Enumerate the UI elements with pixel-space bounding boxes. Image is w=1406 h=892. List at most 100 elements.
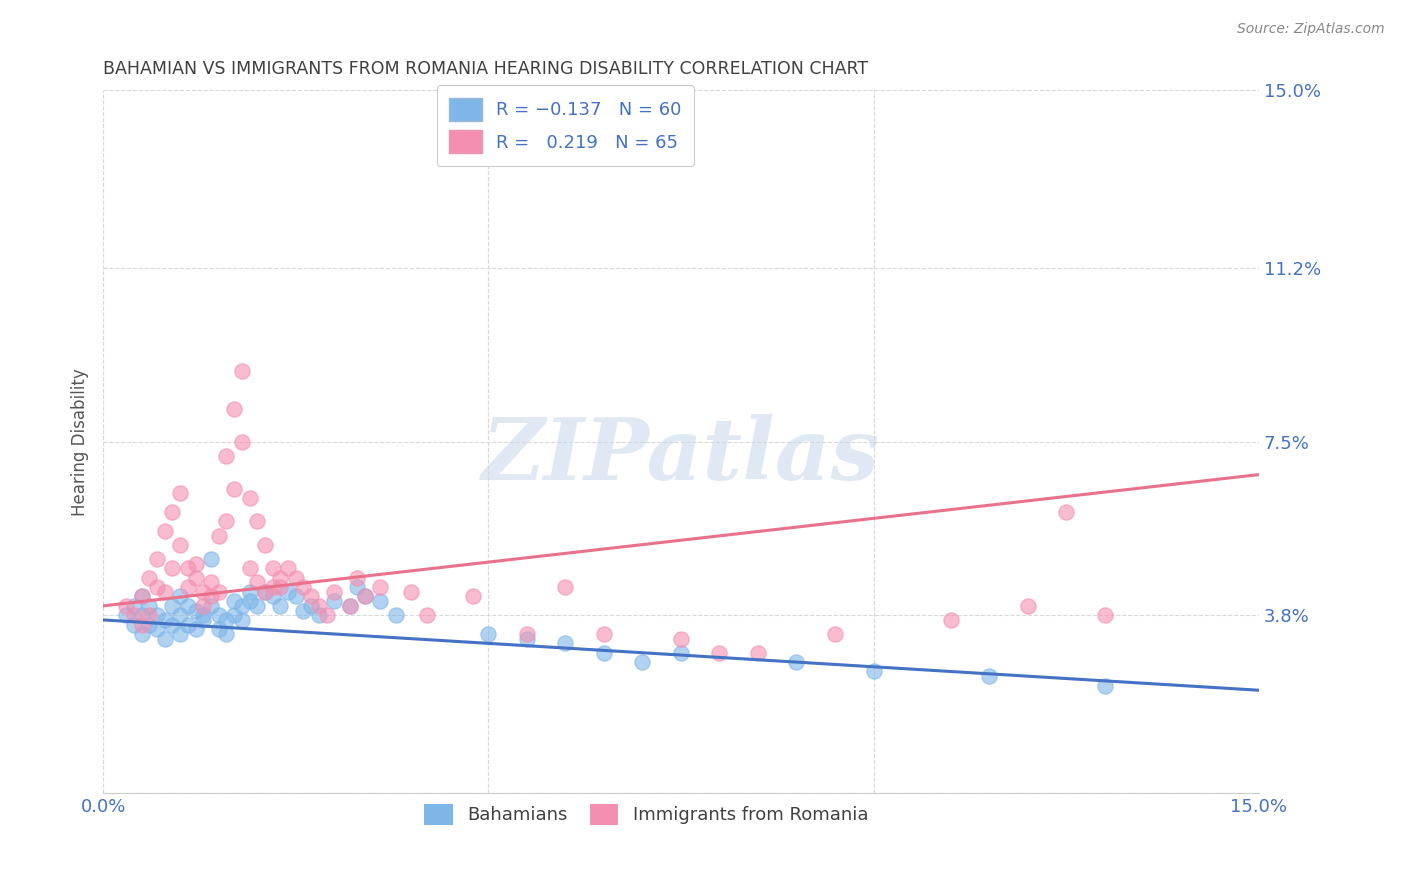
Point	[162, 617, 184, 632]
Point	[200, 590, 222, 604]
Point	[323, 594, 346, 608]
Point	[824, 627, 846, 641]
Point	[215, 515, 238, 529]
Point	[277, 584, 299, 599]
Point	[246, 599, 269, 613]
Point	[292, 603, 315, 617]
Point	[153, 524, 176, 538]
Point	[146, 580, 169, 594]
Point	[262, 590, 284, 604]
Point	[269, 571, 291, 585]
Point	[516, 627, 538, 641]
Point	[253, 584, 276, 599]
Point	[554, 636, 576, 650]
Point	[253, 584, 276, 599]
Point	[299, 590, 322, 604]
Point	[184, 571, 207, 585]
Point	[138, 608, 160, 623]
Point	[238, 584, 260, 599]
Point	[131, 627, 153, 641]
Point	[162, 505, 184, 519]
Legend: Bahamians, Immigrants from Romania: Bahamians, Immigrants from Romania	[415, 795, 877, 833]
Point	[238, 491, 260, 505]
Point	[308, 599, 330, 613]
Point	[669, 646, 692, 660]
Point	[401, 584, 423, 599]
Point	[253, 538, 276, 552]
Point	[977, 669, 1000, 683]
Point	[292, 580, 315, 594]
Point	[461, 590, 484, 604]
Point	[669, 632, 692, 646]
Point	[284, 571, 307, 585]
Point	[269, 580, 291, 594]
Point	[193, 608, 215, 623]
Point	[153, 584, 176, 599]
Point	[169, 486, 191, 500]
Point	[238, 594, 260, 608]
Point	[709, 646, 731, 660]
Point	[262, 561, 284, 575]
Point	[277, 561, 299, 575]
Point	[131, 617, 153, 632]
Point	[177, 617, 200, 632]
Point	[415, 608, 437, 623]
Point	[146, 622, 169, 636]
Point	[354, 590, 377, 604]
Point	[208, 528, 231, 542]
Point	[169, 538, 191, 552]
Point	[631, 655, 654, 669]
Point	[477, 627, 499, 641]
Point	[346, 580, 368, 594]
Point	[354, 590, 377, 604]
Point	[238, 561, 260, 575]
Point	[184, 557, 207, 571]
Point	[339, 599, 361, 613]
Point	[593, 646, 616, 660]
Point	[162, 599, 184, 613]
Point	[208, 608, 231, 623]
Point	[193, 613, 215, 627]
Point	[939, 613, 962, 627]
Point	[246, 515, 269, 529]
Point	[193, 584, 215, 599]
Point	[215, 627, 238, 641]
Point	[122, 617, 145, 632]
Point	[153, 613, 176, 627]
Point	[323, 584, 346, 599]
Point	[153, 632, 176, 646]
Point	[231, 613, 253, 627]
Point	[177, 580, 200, 594]
Point	[308, 608, 330, 623]
Point	[169, 627, 191, 641]
Point	[208, 584, 231, 599]
Point	[138, 571, 160, 585]
Point	[184, 603, 207, 617]
Point	[138, 599, 160, 613]
Point	[231, 364, 253, 378]
Point	[1017, 599, 1039, 613]
Point	[299, 599, 322, 613]
Point	[315, 608, 337, 623]
Point	[177, 561, 200, 575]
Point	[554, 580, 576, 594]
Point	[169, 608, 191, 623]
Point	[122, 608, 145, 623]
Point	[169, 590, 191, 604]
Point	[146, 552, 169, 566]
Point	[284, 590, 307, 604]
Point	[208, 622, 231, 636]
Point	[747, 646, 769, 660]
Point	[215, 449, 238, 463]
Point	[370, 580, 392, 594]
Point	[222, 608, 245, 623]
Point	[222, 402, 245, 417]
Point	[1094, 608, 1116, 623]
Point	[222, 594, 245, 608]
Point	[200, 552, 222, 566]
Text: ZIPatlas: ZIPatlas	[482, 414, 880, 498]
Point	[516, 632, 538, 646]
Point	[115, 599, 138, 613]
Point	[346, 571, 368, 585]
Point	[231, 599, 253, 613]
